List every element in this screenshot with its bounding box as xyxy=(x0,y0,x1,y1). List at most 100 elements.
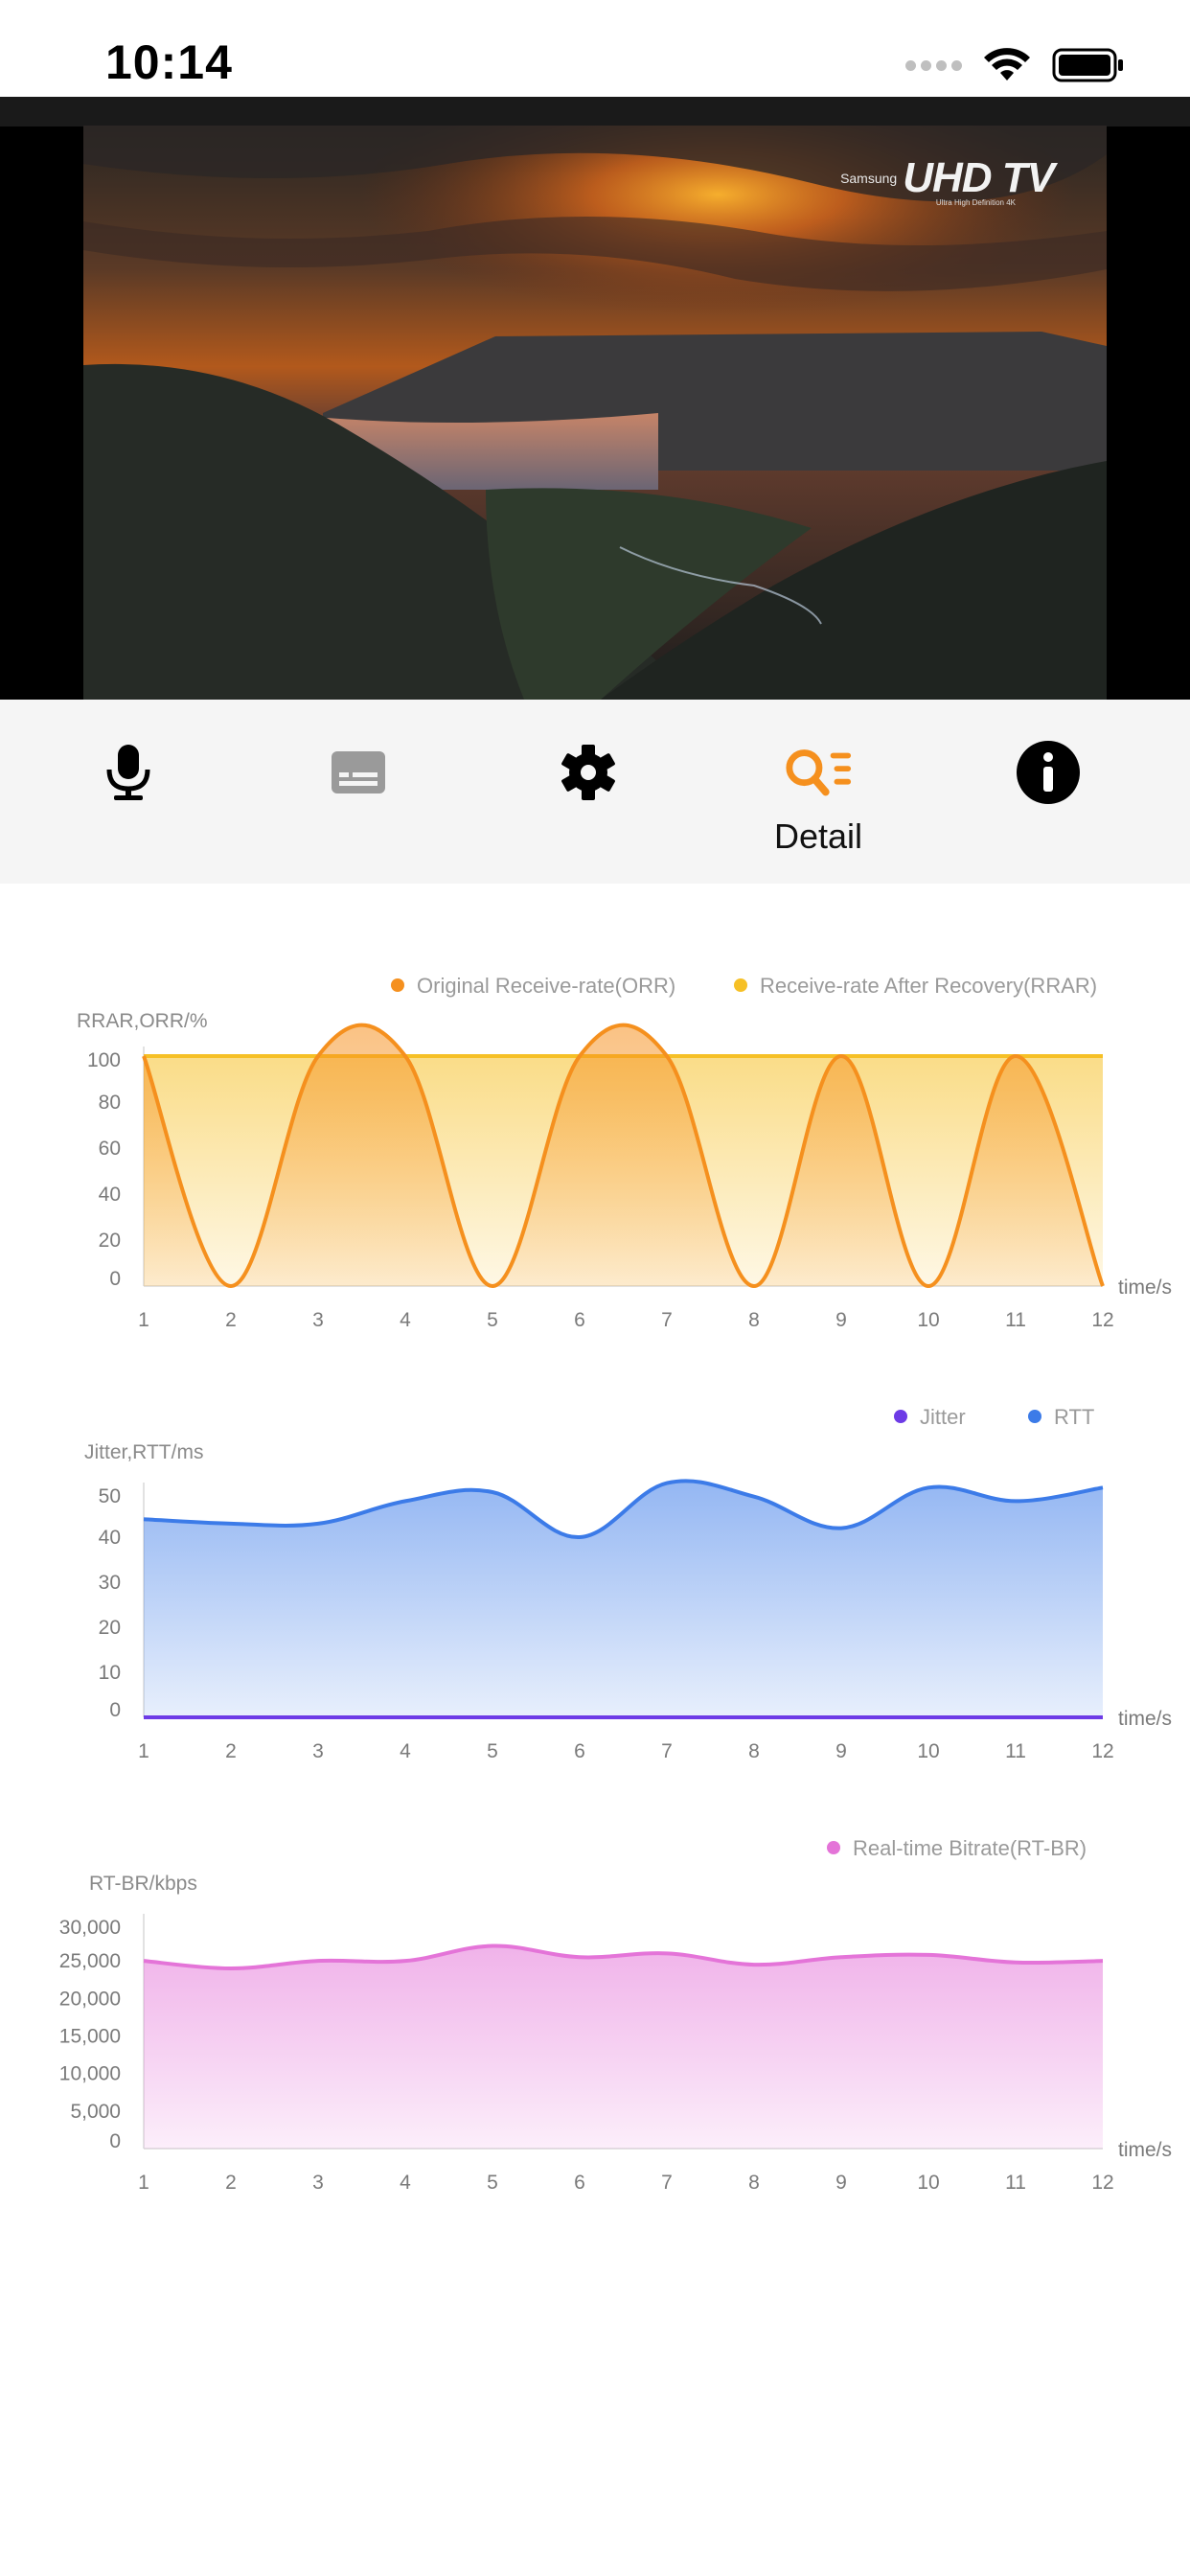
status-time: 10:14 xyxy=(105,35,233,89)
x-tick-label: 8 xyxy=(748,1309,760,1331)
legend-marker-0[interactable] xyxy=(827,1841,840,1854)
x-axis-label: time/s xyxy=(1118,1708,1172,1730)
x-tick-label: 2 xyxy=(225,2172,237,2194)
y-tick-label: 100 xyxy=(87,1049,121,1071)
battery-icon xyxy=(1052,48,1123,82)
detail-search-icon xyxy=(786,749,852,796)
receive-rate-chart-svg: Original Receive-rate(ORR) Receive-rate A… xyxy=(77,974,1172,1331)
status-indicators xyxy=(905,46,1125,84)
cellular-signal-icon xyxy=(905,59,962,71)
y-tick-label: 15,000 xyxy=(59,2026,121,2048)
y-tick-label: 30 xyxy=(99,1572,121,1594)
x-tick-label: 5 xyxy=(487,2172,498,2194)
gear-icon xyxy=(561,745,615,800)
y-tick-label: 40 xyxy=(99,1184,121,1206)
y-tick-label: 10 xyxy=(99,1662,121,1684)
x-axis-label: time/s xyxy=(1118,1276,1172,1299)
x-tick-label: 2 xyxy=(225,1740,237,1762)
legend-marker-0[interactable] xyxy=(894,1410,907,1423)
x-axis-label: time/s xyxy=(1118,2139,1172,2161)
y-tick-label: 25,000 xyxy=(59,1950,121,1972)
x-tick-label: 6 xyxy=(574,1309,585,1331)
y-tick-label: 0 xyxy=(109,1268,121,1290)
detail-label: Detail xyxy=(773,816,863,856)
y-tick-label: 0 xyxy=(109,1699,121,1721)
x-tick-label: 1 xyxy=(138,2172,149,2194)
x-tick-label: 10 xyxy=(917,1309,939,1331)
x-tick-label: 3 xyxy=(312,1309,324,1331)
y-tick-label: 20 xyxy=(99,1230,121,1252)
y-tick-label: 30,000 xyxy=(59,1917,121,1939)
x-tick-label: 6 xyxy=(574,2172,585,2194)
y-tick-label: 0 xyxy=(109,2130,121,2152)
x-tick-label: 1 xyxy=(138,1309,149,1331)
y-tick-label: 80 xyxy=(99,1092,121,1114)
subtitle-icon xyxy=(332,751,385,794)
x-tick-label: 8 xyxy=(748,2172,760,2194)
x-tick-label: 9 xyxy=(835,1740,847,1762)
x-tick-label: 7 xyxy=(661,1309,673,1331)
y-tick-label: 5,000 xyxy=(70,2101,121,2123)
x-tick-label: 2 xyxy=(225,1309,237,1331)
legend-marker-1[interactable] xyxy=(734,978,747,992)
y-axis-label: RRAR,ORR/% xyxy=(77,1010,208,1032)
status-bar: 10:14 xyxy=(0,0,1190,97)
legend-label-0[interactable]: Jitter xyxy=(920,1405,966,1429)
x-tick-label: 8 xyxy=(748,1740,760,1762)
x-tick-label: 6 xyxy=(574,1740,585,1762)
y-axis-label: RT-BR/kbps xyxy=(89,1873,197,1895)
legend-marker-1[interactable] xyxy=(1028,1410,1041,1423)
legend-label-0[interactable]: Original Receive-rate(ORR) xyxy=(417,974,675,998)
x-tick-label: 12 xyxy=(1091,1740,1113,1762)
x-tick-label: 12 xyxy=(1091,2172,1113,2194)
y-tick-label: 50 xyxy=(99,1485,121,1507)
microphone-button[interactable] xyxy=(13,700,243,884)
x-tick-label: 5 xyxy=(487,1309,498,1331)
series-area-1 xyxy=(144,1481,1103,1717)
control-toolbar: Detail xyxy=(0,700,1190,884)
x-tick-label: 10 xyxy=(917,2172,939,2194)
x-tick-label: 11 xyxy=(1005,1309,1026,1331)
series-area-0 xyxy=(144,1945,1103,2149)
y-tick-label: 20 xyxy=(99,1617,121,1639)
microphone-icon xyxy=(106,745,150,800)
x-tick-label: 10 xyxy=(917,1740,939,1762)
x-tick-label: 9 xyxy=(835,1309,847,1331)
bitrate-chart: Real-time Bitrate(RT-BR) RT-BR/kbps 0 5,000… xyxy=(0,1811,1190,2195)
bitrate-chart-svg: Real-time Bitrate(RT-BR) RT-BR/kbps 0 5,000… xyxy=(59,1836,1172,2194)
legend-marker-0[interactable] xyxy=(391,978,404,992)
x-tick-label: 5 xyxy=(487,1740,498,1762)
info-icon xyxy=(1017,741,1080,804)
video-watermark-logo: Samsung UHD TV Ultra High Definition 4K xyxy=(840,154,1055,207)
video-scene-image xyxy=(83,126,1107,700)
detail-button[interactable]: Detail xyxy=(703,700,933,884)
video-player[interactable]: Samsung UHD TV Ultra High Definition 4K xyxy=(0,97,1190,700)
x-tick-label: 4 xyxy=(400,1309,411,1331)
jitter-rtt-chart: Jitter RTT Jitter,RTT/ms 0 10 20 30 40 50 1 2 3 4 5 6 7… xyxy=(0,1380,1190,1763)
y-tick-label: 60 xyxy=(99,1138,121,1160)
subtitle-button[interactable] xyxy=(243,700,473,884)
legend-label-0[interactable]: Real-time Bitrate(RT-BR) xyxy=(853,1836,1087,1860)
y-tick-label: 40 xyxy=(99,1527,121,1549)
settings-button[interactable] xyxy=(473,700,703,884)
legend-label-1[interactable]: RTT xyxy=(1054,1405,1094,1429)
x-tick-label: 11 xyxy=(1005,1740,1026,1762)
series-line-0 xyxy=(143,1944,1104,1971)
y-tick-label: 10,000 xyxy=(59,2063,121,2085)
y-tick-label: 20,000 xyxy=(59,1988,121,2010)
series-line-0 xyxy=(142,1023,1105,1289)
wifi-icon xyxy=(984,48,1030,80)
x-tick-label: 11 xyxy=(1005,2172,1026,2194)
info-button[interactable] xyxy=(933,700,1163,884)
x-tick-label: 9 xyxy=(835,2172,847,2194)
video-frame[interactable]: Samsung UHD TV Ultra High Definition 4K xyxy=(83,126,1107,700)
x-tick-label: 7 xyxy=(661,1740,673,1762)
legend-label-1[interactable]: Receive-rate After Recovery(RRAR) xyxy=(760,974,1097,998)
x-tick-label: 7 xyxy=(661,2172,673,2194)
video-top-strip xyxy=(0,97,1190,126)
x-tick-label: 12 xyxy=(1091,1309,1113,1331)
x-tick-label: 3 xyxy=(312,2172,324,2194)
x-tick-label: 1 xyxy=(138,1740,149,1762)
series-line-1 xyxy=(143,1479,1104,1540)
receive-rate-chart: Original Receive-rate(ORR) Receive-rate A… xyxy=(0,949,1190,1332)
